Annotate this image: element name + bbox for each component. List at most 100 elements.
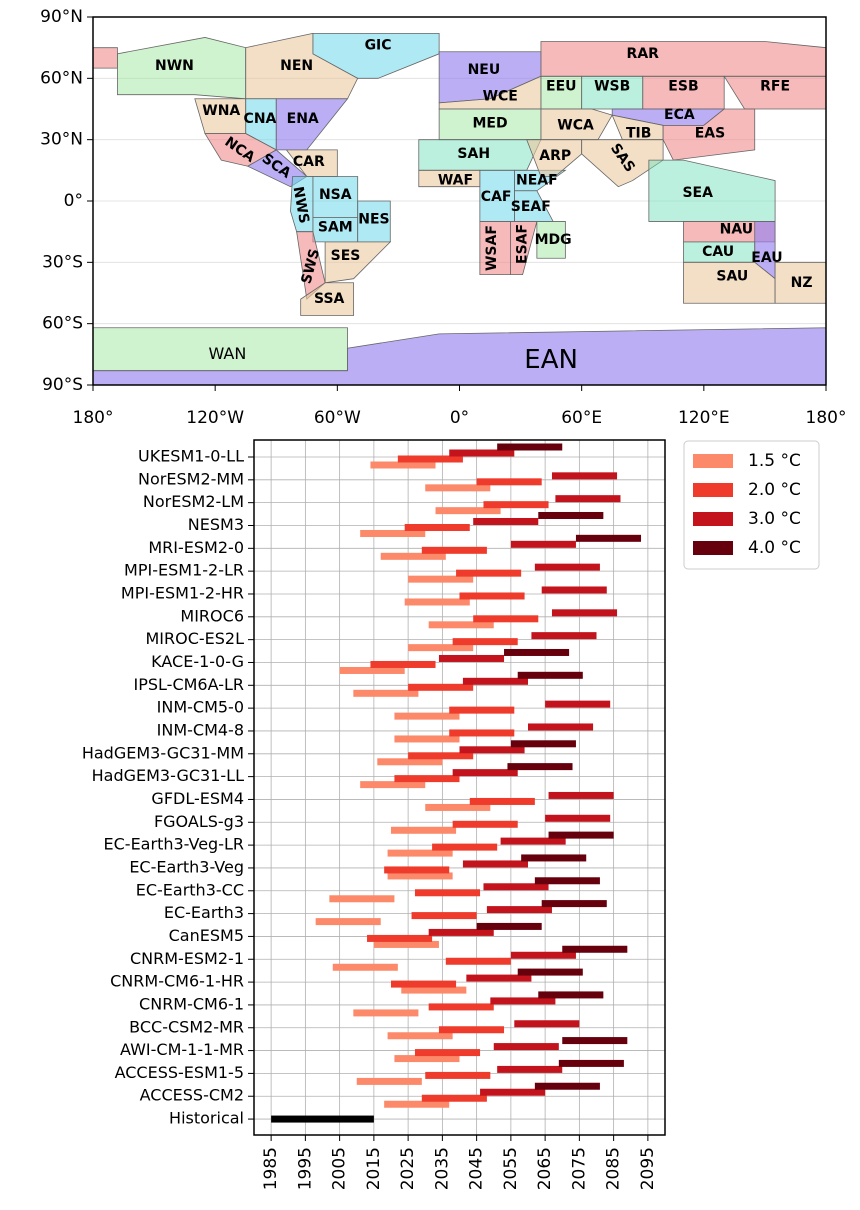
y-tick-label: CNRM-CM6-1-HR — [110, 972, 244, 991]
y-tick-label: 60°N — [40, 68, 83, 88]
period-bar — [548, 831, 614, 839]
period-bar — [329, 895, 395, 903]
period-bar — [541, 900, 607, 908]
region-label: NSA — [319, 187, 352, 203]
period-bar — [397, 455, 463, 463]
period-bar — [339, 666, 405, 674]
period-bar — [538, 991, 604, 999]
period-bar — [514, 1020, 580, 1028]
region-label: NAU — [720, 222, 754, 238]
period-bar — [394, 775, 460, 783]
period-bar — [421, 546, 487, 554]
region-label: SAM — [318, 220, 353, 236]
period-bar — [510, 951, 576, 959]
x-tick-label: 2025 — [398, 1147, 418, 1190]
period-bar — [353, 1009, 419, 1017]
period-bar — [380, 552, 446, 560]
y-tick-label: MPI-ESM1-2-LR — [124, 561, 244, 580]
region — [540, 41, 827, 77]
x-tick-label: 2015 — [364, 1147, 384, 1190]
region — [324, 241, 392, 284]
period-bar — [534, 877, 600, 885]
period-bar — [555, 495, 621, 503]
period-bar — [562, 945, 628, 953]
period-bar — [428, 1003, 494, 1011]
period-bar — [497, 443, 563, 451]
x-tick-label: 60°W — [314, 408, 361, 428]
period-bar — [551, 472, 618, 480]
region-label: WCE — [483, 89, 518, 105]
period-bar — [408, 575, 474, 583]
y-tick-label: KACE-1-0-G — [151, 652, 244, 671]
period-bar — [377, 758, 443, 766]
period-bar — [373, 940, 439, 948]
period-bar — [384, 866, 450, 874]
region-label: EAU — [751, 250, 782, 266]
x-tick-label: 180° — [73, 408, 114, 428]
y-tick-label: CNRM-CM6-1 — [139, 994, 244, 1013]
legend-label: 1.5 °C — [748, 451, 801, 471]
y-tick-label: EC-Earth3-CC — [136, 880, 244, 899]
period-bar — [473, 615, 539, 623]
period-bar — [315, 918, 381, 926]
region-label: WSB — [594, 79, 630, 95]
y-tick-label: UKESM1-0-LL — [138, 447, 244, 466]
period-bar — [438, 1026, 505, 1034]
y-tick-label: 30°N — [40, 130, 83, 150]
x-tick-label: 2045 — [467, 1147, 487, 1190]
period-bar — [483, 501, 549, 509]
y-tick-label: 90°N — [40, 7, 83, 27]
region-label: WAF — [438, 173, 473, 189]
legend-swatch — [693, 512, 733, 526]
period-bar — [507, 763, 573, 771]
period-bar — [360, 781, 426, 789]
period-bar — [452, 638, 518, 646]
period-bar — [370, 461, 436, 469]
period-bar — [466, 974, 532, 982]
y-tick-label: CanESM5 — [169, 926, 244, 945]
period-bar — [408, 752, 474, 760]
legend-label: 4.0 °C — [748, 538, 801, 558]
period-bar — [411, 912, 477, 920]
region-label: MED — [472, 115, 507, 131]
period-bar — [459, 592, 525, 600]
period-bar — [517, 968, 583, 976]
period-bar — [548, 791, 614, 799]
period-bar — [449, 449, 515, 457]
region — [92, 47, 118, 69]
period-bar — [367, 934, 433, 942]
period-bar — [414, 1049, 481, 1057]
period-bar — [449, 729, 515, 737]
period-bar — [534, 563, 600, 571]
period-bar — [476, 478, 542, 486]
region-label: NWS — [290, 185, 312, 224]
period-bar — [404, 523, 470, 531]
y-tick-label: 30°S — [42, 252, 83, 272]
plot-border — [253, 439, 666, 1136]
period-bar — [394, 712, 460, 720]
period-bar — [538, 511, 604, 519]
legend-label: 3.0 °C — [748, 509, 801, 529]
period-bar — [421, 1094, 487, 1102]
region-label: EAN — [524, 345, 578, 375]
y-tick-label: 0° — [64, 191, 83, 211]
y-tick-label: EC-Earth3-Veg-LR — [104, 835, 244, 854]
period-bar — [480, 1088, 546, 1096]
region-label: SEAF — [511, 199, 551, 215]
y-tick-label: HadGEM3-GC31-LL — [92, 766, 244, 785]
period-bar — [486, 906, 552, 914]
region-label: NEN — [280, 58, 313, 74]
x-tick-label: 2095 — [638, 1147, 658, 1190]
region-label: WNA — [202, 103, 240, 119]
y-tick-label: MPI-ESM1-2-HR — [121, 583, 244, 602]
period-bar — [528, 723, 594, 731]
region-label: RAR — [627, 46, 660, 62]
period-bar — [356, 1077, 422, 1085]
y-tick-label: 60°S — [42, 314, 83, 334]
region-label: NES — [358, 211, 389, 227]
x-tick-label: 60°E — [561, 408, 602, 428]
period-bar — [387, 872, 453, 880]
period-bar — [394, 735, 460, 743]
period-bar — [428, 621, 494, 629]
period-bar — [404, 598, 470, 606]
